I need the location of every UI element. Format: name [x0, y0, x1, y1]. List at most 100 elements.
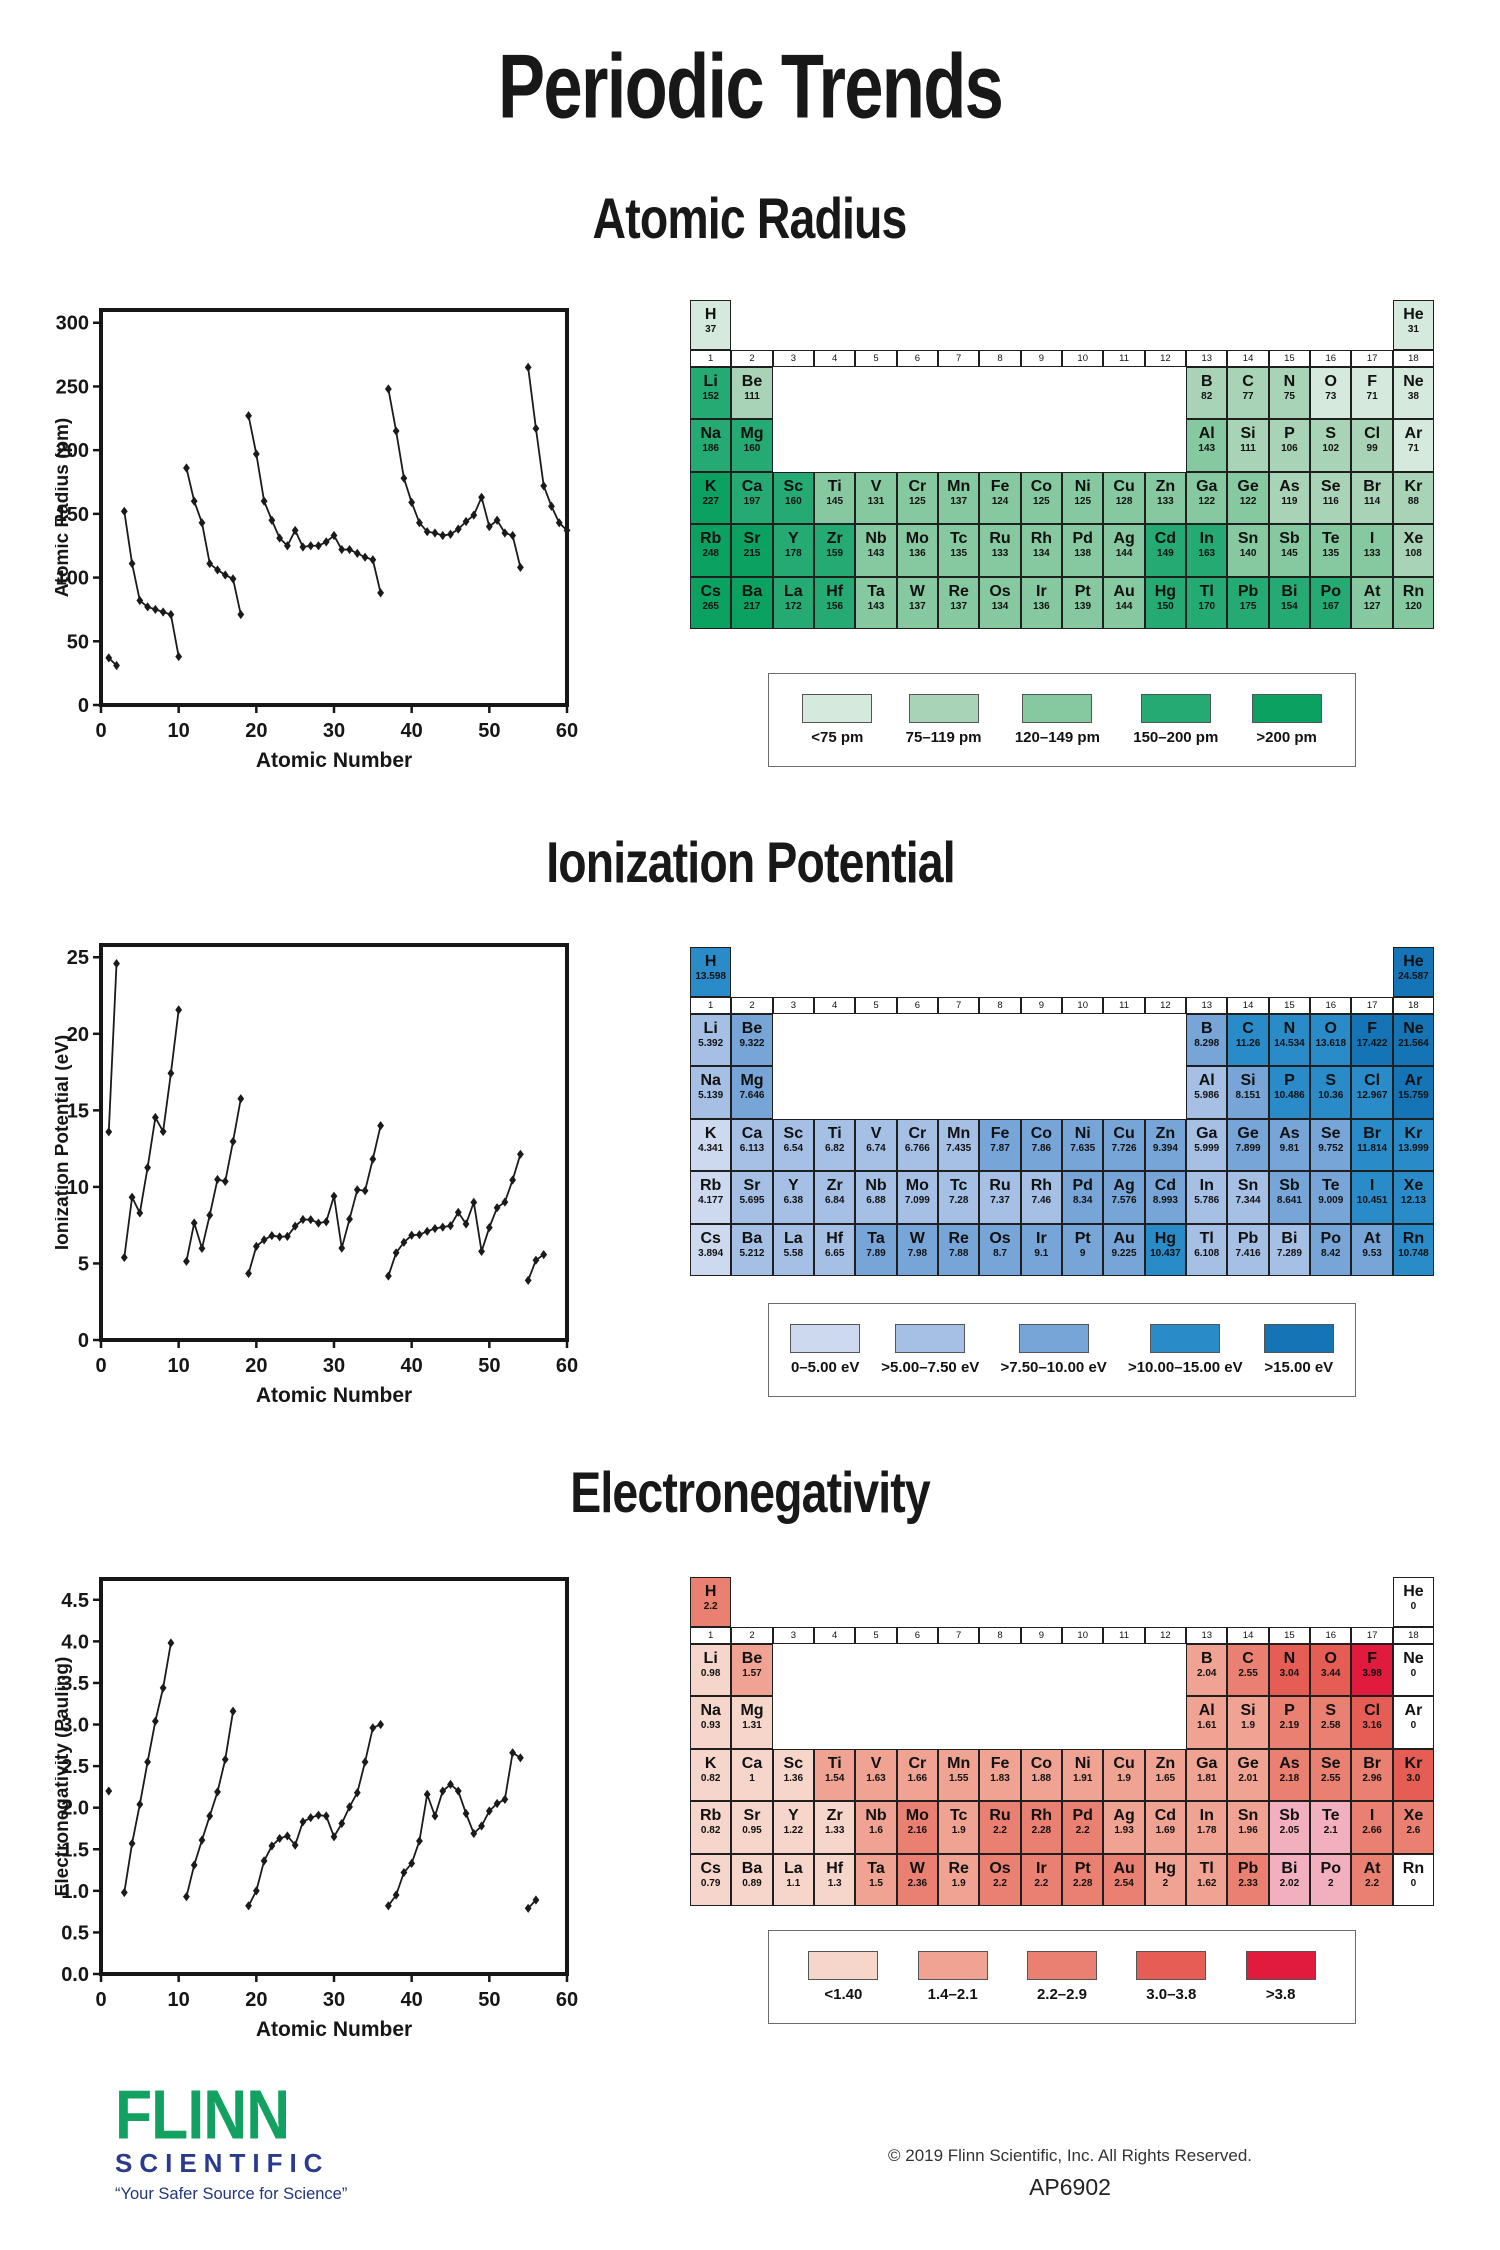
data-point [113, 660, 120, 671]
data-point [307, 541, 315, 551]
group-number: 9 [1020, 1627, 1063, 1644]
element-value: 128 [1115, 495, 1133, 507]
data-point [377, 588, 384, 598]
element-symbol: O [1324, 1020, 1337, 1037]
data-point [183, 1892, 190, 1902]
legend-swatch [917, 1951, 988, 1980]
element-value: 2.96 [1362, 1772, 1382, 1784]
element-symbol: Kr [1404, 477, 1423, 495]
legend-swatch [1018, 1324, 1089, 1353]
x-axis-label: Atomic Number [256, 749, 412, 770]
element-cell-K: K 0.82 [690, 1748, 732, 1802]
element-value: 5.999 [1194, 1142, 1220, 1154]
element-symbol: In [1199, 1177, 1214, 1195]
element-value: 170 [1198, 600, 1216, 612]
element-symbol: Cu [1113, 1754, 1135, 1772]
element-value: 6.74 [866, 1142, 886, 1154]
element-value: 2.2 [1365, 1877, 1380, 1889]
element-symbol: N [1283, 373, 1296, 390]
data-point [307, 1813, 315, 1823]
element-cell-Cr: Cr 125 [896, 471, 939, 525]
group-number: 9 [1020, 350, 1063, 367]
data-point [485, 522, 493, 532]
group-number: 1 [690, 350, 732, 367]
group-number: 16 [1310, 350, 1352, 367]
data-point [284, 1831, 291, 1841]
element-symbol: Zn [1155, 477, 1176, 495]
element-symbol: Ta [867, 1859, 885, 1877]
data-point [315, 1218, 322, 1228]
element-value: 0.93 [700, 1720, 721, 1732]
element-cell-Zn: Zn 133 [1144, 471, 1187, 525]
element-cell-Rb: Rb 248 [690, 524, 732, 577]
data-point [245, 1268, 252, 1279]
element-value: 137 [950, 600, 968, 612]
element-cell-Te: Te 135 [1310, 524, 1352, 577]
element-symbol: Rn [1402, 1859, 1425, 1877]
element-value: 7.416 [1235, 1247, 1261, 1259]
element-symbol: Ni [1074, 1754, 1091, 1772]
ionization-potential-chart: 0 5 10 15 20 25 0 10 20 30 40 50 60 Atomic Number Ioni… [55, 943, 578, 1405]
element-cell-Cu: Cu 128 [1103, 471, 1145, 525]
element-value: 125 [1074, 495, 1092, 507]
element-cell-P: P 2.19 [1268, 1696, 1311, 1749]
element-value: 7.86 [1031, 1142, 1052, 1154]
data-point [136, 1208, 144, 1218]
element-value: 3.894 [698, 1247, 724, 1259]
element-symbol: Si [1240, 1072, 1256, 1090]
element-cell-Zn: Zn 9.394 [1144, 1118, 1187, 1172]
element-cell-Tc: Tc 7.28 [938, 1171, 980, 1224]
group-number: 5 [855, 997, 897, 1014]
element-symbol: Cs [700, 1859, 721, 1877]
element-value: 5.392 [698, 1038, 724, 1049]
group-number: 14 [1227, 997, 1269, 1014]
element-value: 7.88 [948, 1247, 969, 1259]
element-cell-V: V 1.63 [855, 1748, 897, 1802]
legend-item: 2.2–2.9 [1026, 1951, 1097, 2003]
data-point [167, 1638, 175, 1648]
element-value: 178 [784, 548, 802, 560]
element-cell-S: S 10.36 [1310, 1066, 1352, 1119]
element-value: 135 [1322, 548, 1340, 560]
element-value: 1.63 [866, 1772, 886, 1784]
element-symbol: Bi [1281, 1859, 1298, 1877]
element-cell-Xe: Xe 2.6 [1392, 1801, 1435, 1854]
element-symbol: Ru [989, 1807, 1011, 1825]
element-cell-Bi: Bi 7.289 [1268, 1223, 1311, 1276]
group-number: 17 [1351, 1627, 1393, 1644]
data-point [524, 1903, 532, 1913]
data-line [247, 1723, 381, 1907]
element-cell-O: O 3.44 [1310, 1644, 1352, 1697]
element-value: 0 [1410, 1601, 1417, 1612]
y-tick-label: 2.0 [61, 1798, 89, 1820]
element-symbol: Pb [1237, 1229, 1259, 1247]
element-cell-Cd: Cd 149 [1144, 524, 1187, 577]
group-number: 4 [814, 1627, 856, 1644]
element-value: 31 [1407, 324, 1419, 335]
element-cell-Ni: Ni 1.91 [1062, 1748, 1104, 1802]
element-symbol: Te [1322, 1807, 1340, 1825]
group-number: 11 [1103, 997, 1145, 1014]
element-value: 10.36 [1318, 1090, 1344, 1102]
element-symbol: Hf [826, 1859, 844, 1877]
element-cell-Sr: Sr 5.695 [731, 1171, 773, 1224]
element-cell-Os: Os 2.2 [979, 1853, 1021, 1906]
element-value: 163 [1198, 548, 1216, 560]
element-symbol: Cr [908, 1754, 927, 1772]
element-cell-Sc: Sc 1.36 [772, 1748, 814, 1802]
element-value: 2.36 [907, 1877, 928, 1889]
element-symbol: Ag [1113, 530, 1135, 548]
element-cell-Nb: Nb 6.88 [855, 1171, 897, 1224]
element-value: 2.6 [1406, 1825, 1421, 1837]
element-cell-F: F 17.422 [1351, 1014, 1393, 1067]
element-symbol: Na [700, 425, 721, 443]
element-value: 9.752 [1318, 1142, 1344, 1154]
element-value: 2.01 [1238, 1772, 1258, 1784]
data-point [105, 1127, 113, 1137]
y-tick-label: 50 [67, 631, 89, 653]
data-line [387, 1154, 522, 1277]
element-cell-Fe: Fe 1.83 [979, 1748, 1021, 1802]
element-cell-Cr: Cr 6.766 [896, 1118, 939, 1172]
element-value: 133 [991, 548, 1009, 560]
element-cell-Hf: Hf 6.65 [814, 1223, 856, 1276]
